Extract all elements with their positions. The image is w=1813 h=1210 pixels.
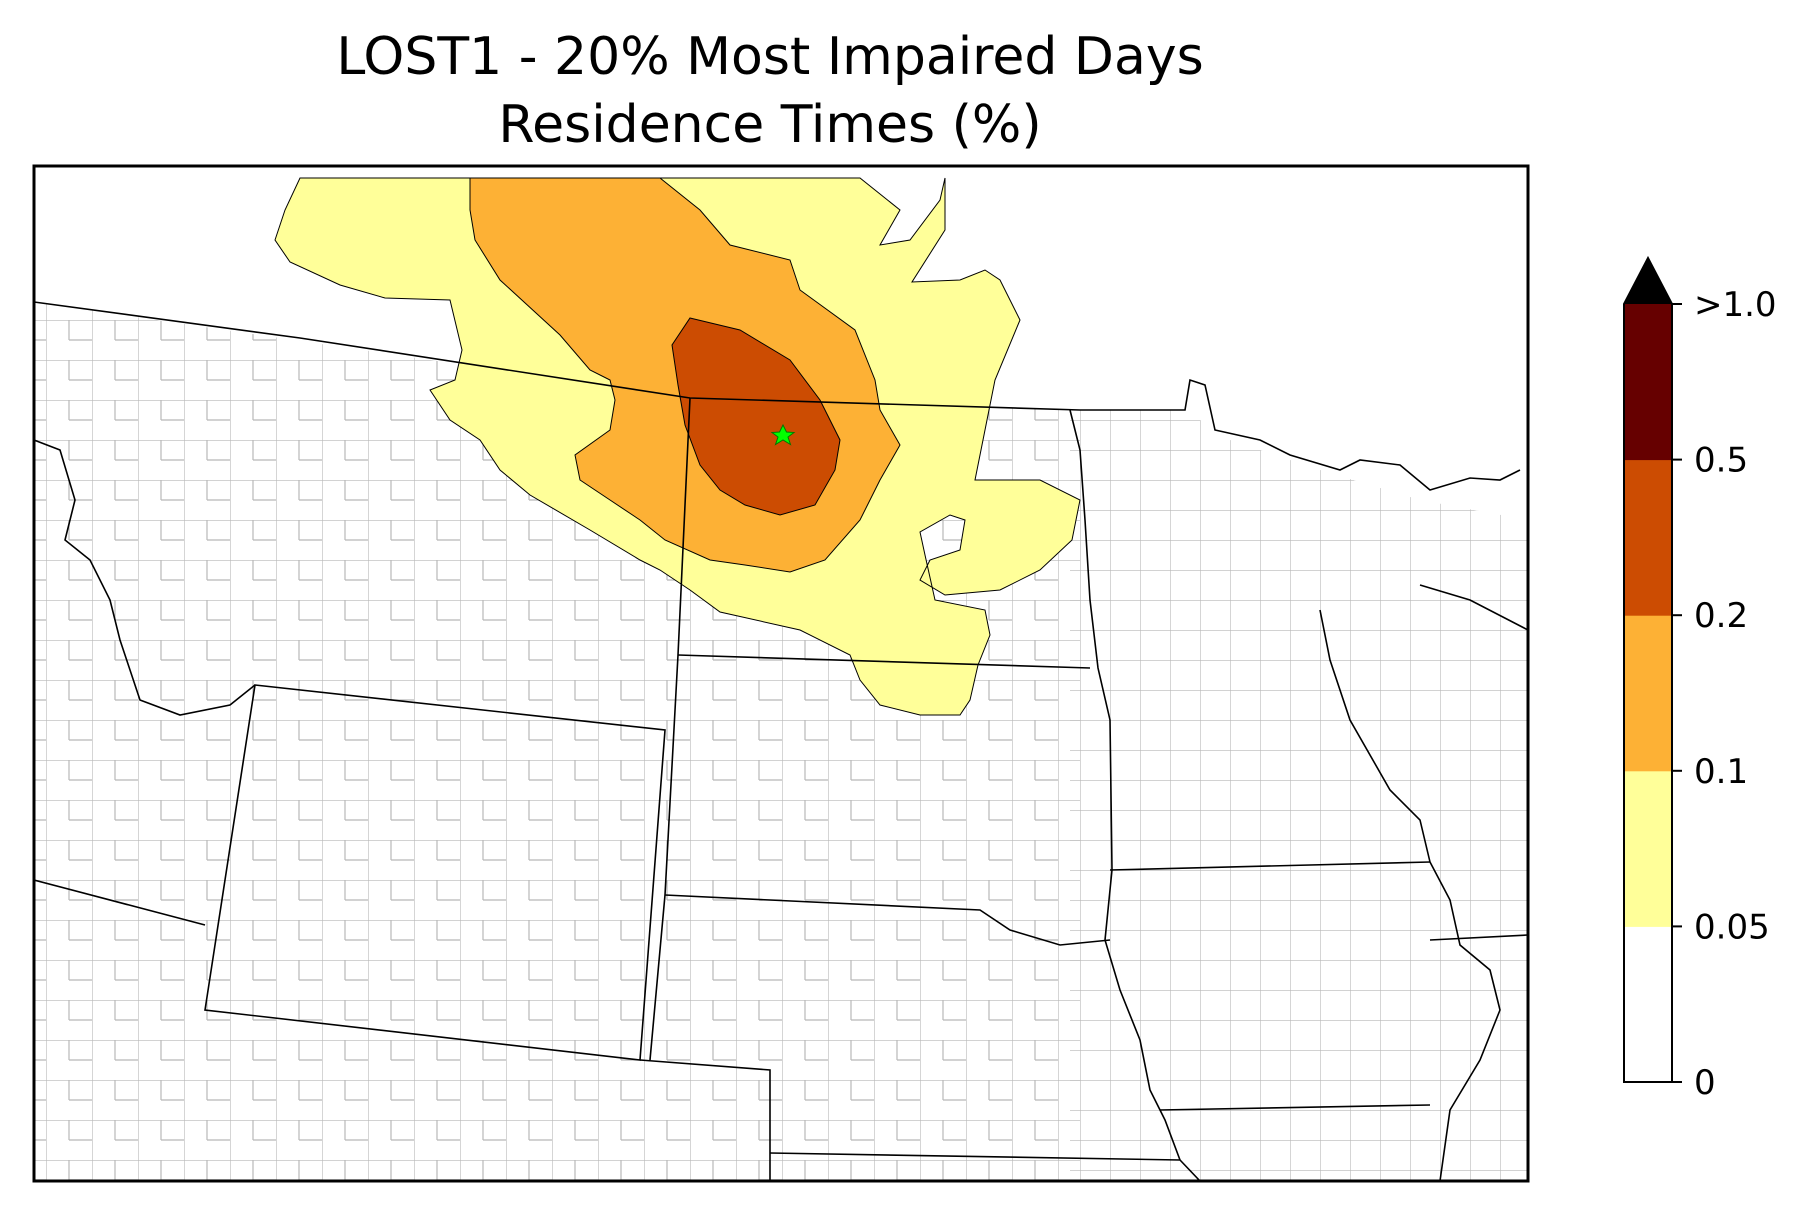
chart-subtitle: Residence Times (%) [498, 95, 1042, 155]
map-frame [32, 164, 1530, 1183]
colorbar: 0 0.05 0.1 0.2 0.5 >1.0 [1623, 255, 1777, 1100]
colorbar-bin-0 [1624, 926, 1672, 1083]
map [32, 164, 1530, 1183]
colorbar-tick-label: 0.2 [1694, 596, 1748, 636]
state-boundaries [34, 301, 1528, 1181]
chart-title: LOST1 - 20% Most Impaired Days [336, 27, 1204, 87]
green-star-icon [770, 423, 796, 446]
colorbar-bin-1 [1624, 770, 1672, 927]
colorbar-tick-label: 0.1 [1694, 752, 1748, 792]
colorbar-bin-4 [1624, 304, 1672, 461]
colorbar-outline [1623, 255, 1673, 1083]
colorbar-extend-max [1624, 258, 1672, 304]
colorbar-tick-label: 0 [1694, 1063, 1716, 1100]
colorbar-tick-label: 0.05 [1694, 907, 1770, 947]
colorbar-bin-3 [1624, 459, 1672, 616]
colorbar-tick-label: >1.0 [1694, 285, 1777, 325]
colorbar-tick-label: 0.5 [1694, 441, 1748, 481]
contour-0.2 [671, 317, 841, 516]
colorbar-bin-2 [1624, 615, 1672, 772]
county-lines-east [1070, 410, 1528, 1181]
